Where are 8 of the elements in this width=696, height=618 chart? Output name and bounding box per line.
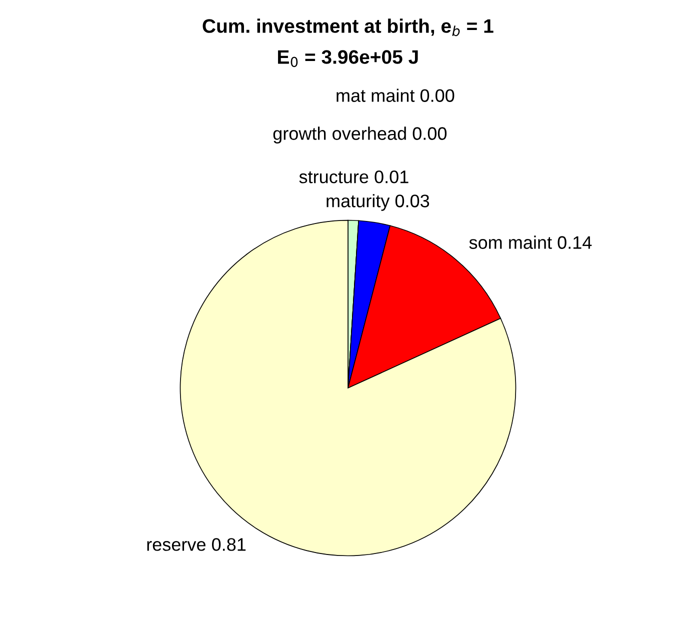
- slice-label: maturity 0.03: [326, 194, 430, 211]
- chart-subtitle: E$_{0}$ = 3.96e+05 J: [278, 50, 418, 68]
- slice-label: structure 0.01: [299, 170, 408, 184]
- slice-label: reserve 0.81: [147, 538, 246, 551]
- category-label: growth overhead 0.00: [273, 126, 447, 144]
- category-label: mat maint 0.00: [336, 88, 454, 102]
- chart-title: Cum. investment at birth, e$_{b}$ = 1: [202, 18, 494, 36]
- slice-label: som maint 0.14: [469, 236, 592, 249]
